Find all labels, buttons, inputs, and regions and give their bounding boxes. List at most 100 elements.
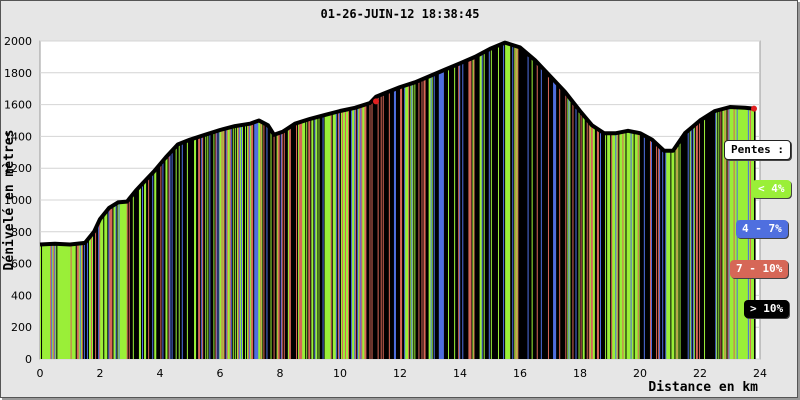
slope-bar <box>573 102 576 360</box>
slope-bar <box>375 97 378 359</box>
slope-bar <box>324 115 327 360</box>
slope-bar <box>197 137 199 359</box>
slope-bar <box>130 196 133 359</box>
slope-bar <box>41 244 43 359</box>
slope-bar <box>612 133 614 359</box>
legend-entry-lt4: < 4% <box>752 180 791 198</box>
slope-bar <box>543 69 546 359</box>
slope-bar <box>212 132 214 359</box>
slope-bar <box>178 144 181 359</box>
slope-bar <box>591 125 594 359</box>
slope-bar <box>222 129 225 359</box>
slope-bar <box>302 121 304 359</box>
x-tick-label: 18 <box>573 367 587 380</box>
slope-bar <box>199 136 201 359</box>
slope-bar <box>462 62 464 360</box>
slope-bar <box>97 225 99 359</box>
slope-bar <box>313 118 315 360</box>
slope-bar <box>261 121 263 359</box>
x-tick-label: 16 <box>513 367 527 380</box>
slope-bar <box>607 133 609 359</box>
slope-bar <box>497 45 500 360</box>
slope-bar <box>593 126 596 359</box>
slope-bar <box>299 122 301 359</box>
slope-bar <box>692 126 695 360</box>
slope-bar <box>87 239 90 359</box>
slope-bar <box>537 63 540 359</box>
slope-bar <box>485 51 488 360</box>
slope-bar <box>93 232 95 359</box>
slope-bar <box>594 127 597 359</box>
slope-bar <box>451 67 453 359</box>
slope-bar <box>725 108 728 360</box>
slope-bar <box>500 44 502 360</box>
slope-bar <box>582 114 585 359</box>
slope-bar <box>185 141 188 359</box>
slope-bar <box>303 121 305 360</box>
slope-bar <box>520 47 523 360</box>
slope-bar <box>386 92 389 360</box>
slope-bar <box>693 125 696 360</box>
slope-bar <box>637 132 640 359</box>
slope-bar <box>420 80 423 359</box>
slope-bar <box>392 89 395 359</box>
slope-bar <box>200 136 202 359</box>
slope-bar <box>644 135 647 359</box>
slope-bar <box>173 148 176 359</box>
slope-bar <box>615 133 617 359</box>
slope-bar <box>404 85 406 359</box>
slope-bar <box>102 216 104 359</box>
slope-bar <box>486 50 489 359</box>
slope-bar <box>538 64 541 360</box>
slope-bar <box>291 125 294 360</box>
slope-bar <box>649 138 652 359</box>
slope-bar <box>688 130 691 359</box>
slope-bar <box>377 96 380 360</box>
slope-bar <box>315 117 317 359</box>
slope-bar <box>283 131 286 359</box>
slope-bar <box>259 120 261 359</box>
slope-bar <box>366 104 368 359</box>
slope-bar <box>227 128 230 359</box>
slope-bar <box>604 133 606 359</box>
slope-bar <box>494 46 497 359</box>
slope-bar <box>629 131 632 359</box>
slope-bar <box>288 127 291 359</box>
slope-bar <box>50 243 52 359</box>
slope-bar <box>381 94 384 359</box>
slope-bar <box>585 117 588 359</box>
slope-bar <box>514 45 516 360</box>
slope-bar <box>630 131 633 359</box>
slope-bar <box>301 121 303 359</box>
slope-bar <box>687 130 690 359</box>
slope-bar <box>467 60 469 359</box>
slope-bar <box>669 150 671 359</box>
slope-bar <box>631 131 634 359</box>
slope-bar <box>132 194 135 359</box>
slope-bar <box>508 43 510 360</box>
slope-bar <box>531 57 534 360</box>
profile-layer <box>39 40 757 247</box>
slope-bar <box>374 98 377 360</box>
slope-bar <box>713 112 715 359</box>
slope-bar <box>287 128 290 359</box>
slope-bar <box>703 118 705 359</box>
slope-bar <box>114 204 117 359</box>
slope-bar <box>465 60 467 359</box>
slope-bar <box>482 52 485 360</box>
slope-bar <box>453 66 455 359</box>
slope-bar <box>583 115 586 359</box>
slope-bar <box>522 49 525 360</box>
slope-bar <box>484 51 487 359</box>
slope-bar <box>266 124 269 359</box>
slope-bar <box>217 130 220 359</box>
slope-bar <box>506 42 508 360</box>
slope-bar <box>430 75 433 359</box>
slope-bar <box>322 115 325 359</box>
slope-bar <box>711 113 713 359</box>
slope-bar <box>88 238 91 359</box>
slope-bar <box>661 148 663 359</box>
slope-bar <box>220 129 223 359</box>
slope-bar <box>276 133 279 359</box>
slope-bar <box>379 95 382 359</box>
